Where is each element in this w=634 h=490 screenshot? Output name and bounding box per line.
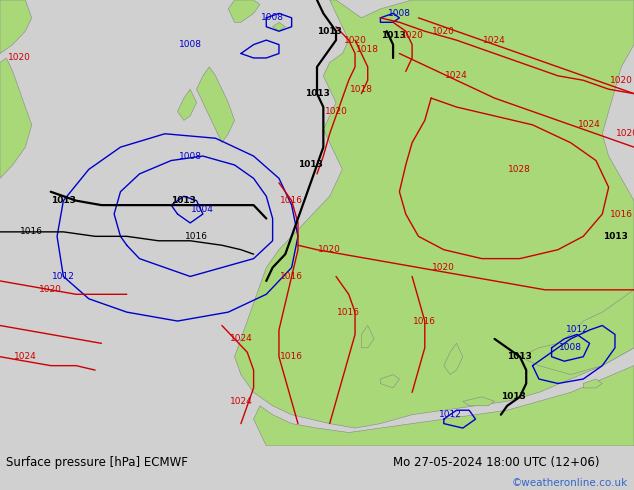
Text: 1013: 1013 [304,89,330,98]
Text: 1018: 1018 [350,85,373,94]
Text: 1020: 1020 [610,76,633,85]
Text: 1016: 1016 [413,317,436,325]
Text: 1012: 1012 [439,410,462,419]
Text: 1020: 1020 [39,285,62,294]
Text: 1012: 1012 [566,325,588,335]
Text: 1018: 1018 [356,45,379,53]
Text: Mo 27-05-2024 18:00 UTC (12+06): Mo 27-05-2024 18:00 UTC (12+06) [393,456,600,469]
Text: 1013: 1013 [171,196,197,205]
Text: 1008: 1008 [388,9,411,18]
Text: 1008: 1008 [261,13,284,23]
Text: Surface pressure [hPa] ECMWF: Surface pressure [hPa] ECMWF [6,456,188,469]
Text: 1013: 1013 [501,392,526,401]
Text: ©weatheronline.co.uk: ©weatheronline.co.uk [512,478,628,489]
Text: 1016: 1016 [337,308,360,317]
Text: 1024: 1024 [483,36,506,45]
Text: 1020: 1020 [344,36,366,45]
Text: 1013: 1013 [51,196,76,205]
Text: 1024: 1024 [578,121,601,129]
Text: 1028: 1028 [508,165,531,174]
Text: 1013: 1013 [317,27,342,36]
Text: 1008: 1008 [179,151,202,161]
Text: 1016: 1016 [280,352,303,361]
Text: 1020: 1020 [318,245,341,254]
Text: 1013: 1013 [380,31,406,40]
Text: 1020: 1020 [616,129,634,138]
Text: 1004: 1004 [191,205,214,214]
Text: 1020: 1020 [401,31,424,40]
Text: 1020: 1020 [8,53,30,62]
Text: 1013: 1013 [507,352,533,361]
Text: 1013: 1013 [298,161,323,170]
Text: 1020: 1020 [432,263,455,272]
Text: 1020: 1020 [325,107,347,116]
Text: 1024: 1024 [230,397,252,406]
Text: 1016: 1016 [280,196,303,205]
Text: 1016: 1016 [185,232,208,241]
Text: 1016: 1016 [610,210,633,219]
Text: 1024: 1024 [230,334,252,343]
Text: 1008: 1008 [559,343,582,352]
Text: 1020: 1020 [432,27,455,36]
Text: 1012: 1012 [52,272,75,281]
Text: 1016: 1016 [20,227,43,236]
Text: 1016: 1016 [280,272,303,281]
Text: 1008: 1008 [179,40,202,49]
Text: 1024: 1024 [14,352,37,361]
Text: 1013: 1013 [602,232,628,241]
Text: 1024: 1024 [445,72,468,80]
